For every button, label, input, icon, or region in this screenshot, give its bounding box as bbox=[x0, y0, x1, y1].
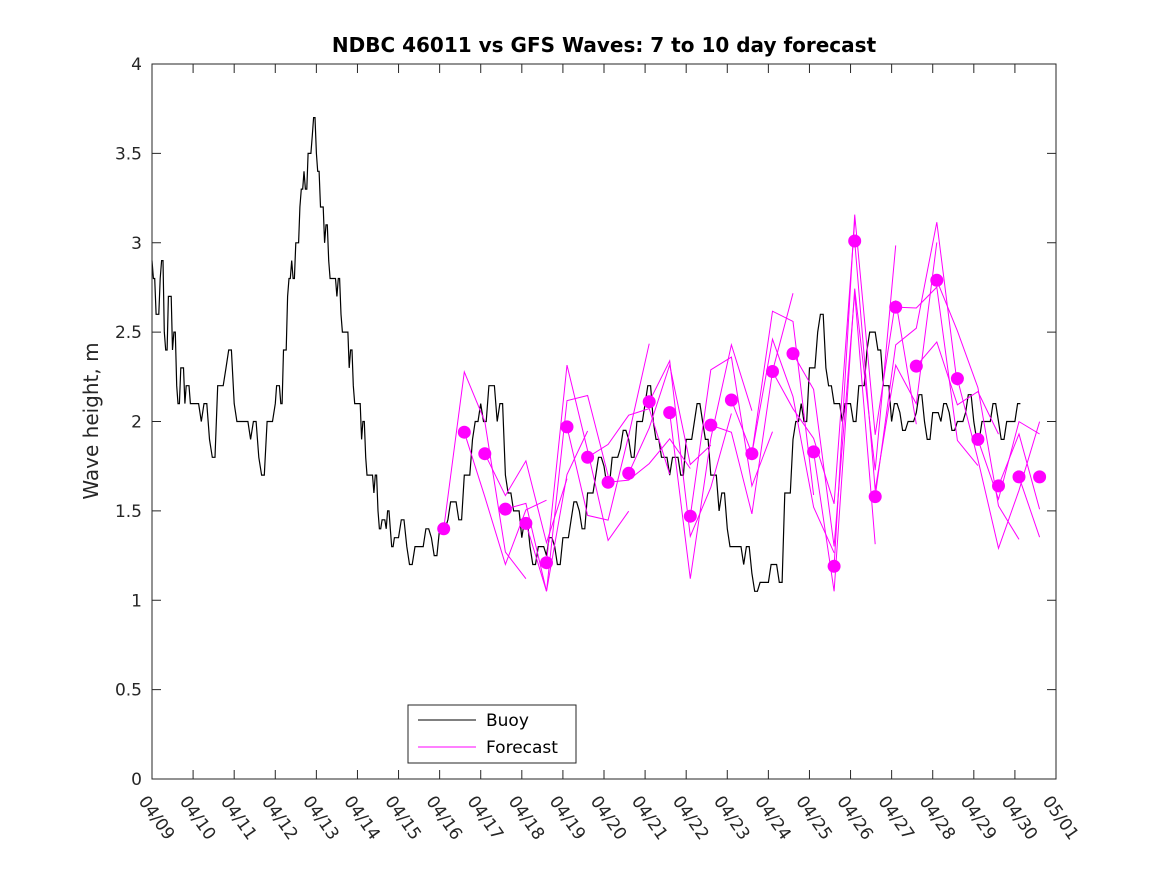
forecast-point bbox=[498, 502, 512, 516]
buoy-line bbox=[151, 117, 1021, 592]
forecast-line bbox=[730, 310, 815, 496]
forecast-line bbox=[833, 214, 917, 567]
forecast-point bbox=[683, 509, 697, 523]
forecast-line bbox=[956, 378, 1041, 551]
y-tick-label: 4 bbox=[131, 55, 142, 75]
forecast-point bbox=[540, 556, 553, 570]
y-tick-label: 0.5 bbox=[115, 681, 142, 701]
forecast-line bbox=[463, 432, 547, 566]
forecast-line bbox=[546, 364, 630, 563]
legend-forecast-label: Forecast bbox=[486, 738, 558, 758]
forecast-point bbox=[827, 559, 841, 573]
forecast-point bbox=[745, 447, 759, 461]
forecast-point bbox=[457, 425, 471, 439]
forecast-line bbox=[648, 359, 732, 539]
y-axis-label: Wave height, m bbox=[79, 342, 103, 499]
forecast-point bbox=[724, 393, 738, 407]
forecast-point bbox=[766, 365, 779, 378]
forecast-line bbox=[915, 340, 999, 435]
forecast-line bbox=[710, 293, 794, 515]
y-tick-labels: 0 0.5 1 1.5 2 2.5 3 3.5 4 bbox=[115, 55, 142, 790]
plot-area bbox=[152, 64, 1056, 779]
forecast-line bbox=[566, 343, 650, 521]
forecast-line bbox=[608, 437, 691, 483]
forecast-point bbox=[950, 372, 964, 386]
y-tick-label: 2 bbox=[131, 413, 142, 433]
y-tick-label: 1 bbox=[131, 591, 142, 611]
forecast-line bbox=[998, 432, 1041, 510]
forecast-line bbox=[792, 292, 876, 547]
forecast-point bbox=[1033, 470, 1047, 484]
forecast-point bbox=[909, 359, 923, 373]
forecast-point bbox=[889, 300, 903, 314]
forecast-line bbox=[484, 453, 568, 545]
forecast-point bbox=[807, 445, 821, 459]
legend: Buoy Forecast bbox=[407, 704, 577, 764]
forecast-point bbox=[704, 418, 718, 432]
forecast-point bbox=[622, 466, 636, 480]
forecast-line bbox=[751, 337, 835, 554]
y-tick-label: 0 bbox=[131, 770, 142, 790]
forecast-line bbox=[895, 286, 979, 466]
forecast-line bbox=[874, 222, 958, 497]
forecast-point bbox=[642, 395, 656, 409]
forecast-point bbox=[437, 522, 451, 536]
forecast-point bbox=[663, 406, 677, 420]
forecast-line bbox=[936, 280, 1020, 540]
forecast-line bbox=[525, 394, 609, 592]
legend-buoy-label: Buoy bbox=[486, 711, 529, 731]
y-tick-label: 2.5 bbox=[115, 323, 142, 343]
forecast-point bbox=[581, 450, 595, 464]
forecast-point bbox=[992, 479, 1005, 493]
forecast-point bbox=[478, 447, 492, 461]
y-tick-label: 3 bbox=[131, 234, 142, 254]
forecast-point bbox=[601, 475, 615, 489]
y-tick-label: 1.5 bbox=[115, 502, 142, 522]
series-layer bbox=[151, 117, 1047, 592]
forecast-line bbox=[669, 342, 753, 579]
chart-title: NDBC 46011 vs GFS Waves: 7 to 10 day for… bbox=[332, 33, 877, 57]
forecast-point bbox=[786, 347, 800, 361]
forecast-point bbox=[1012, 470, 1026, 484]
forecast-point bbox=[848, 234, 862, 248]
plot-frame bbox=[151, 63, 1057, 780]
forecast-line bbox=[854, 240, 938, 490]
forecast-line bbox=[813, 245, 897, 592]
forecast-point bbox=[560, 420, 574, 434]
forecast-line bbox=[1018, 476, 1041, 538]
legend-box bbox=[407, 704, 577, 764]
forecast-point bbox=[519, 516, 533, 530]
forecast-line bbox=[587, 407, 671, 475]
forecast-point bbox=[868, 490, 882, 504]
forecast-point bbox=[971, 432, 985, 446]
y-tick-label: 3.5 bbox=[115, 144, 142, 164]
forecast-line bbox=[443, 369, 527, 580]
forecast-point bbox=[930, 273, 944, 287]
forecast-line bbox=[772, 221, 856, 504]
